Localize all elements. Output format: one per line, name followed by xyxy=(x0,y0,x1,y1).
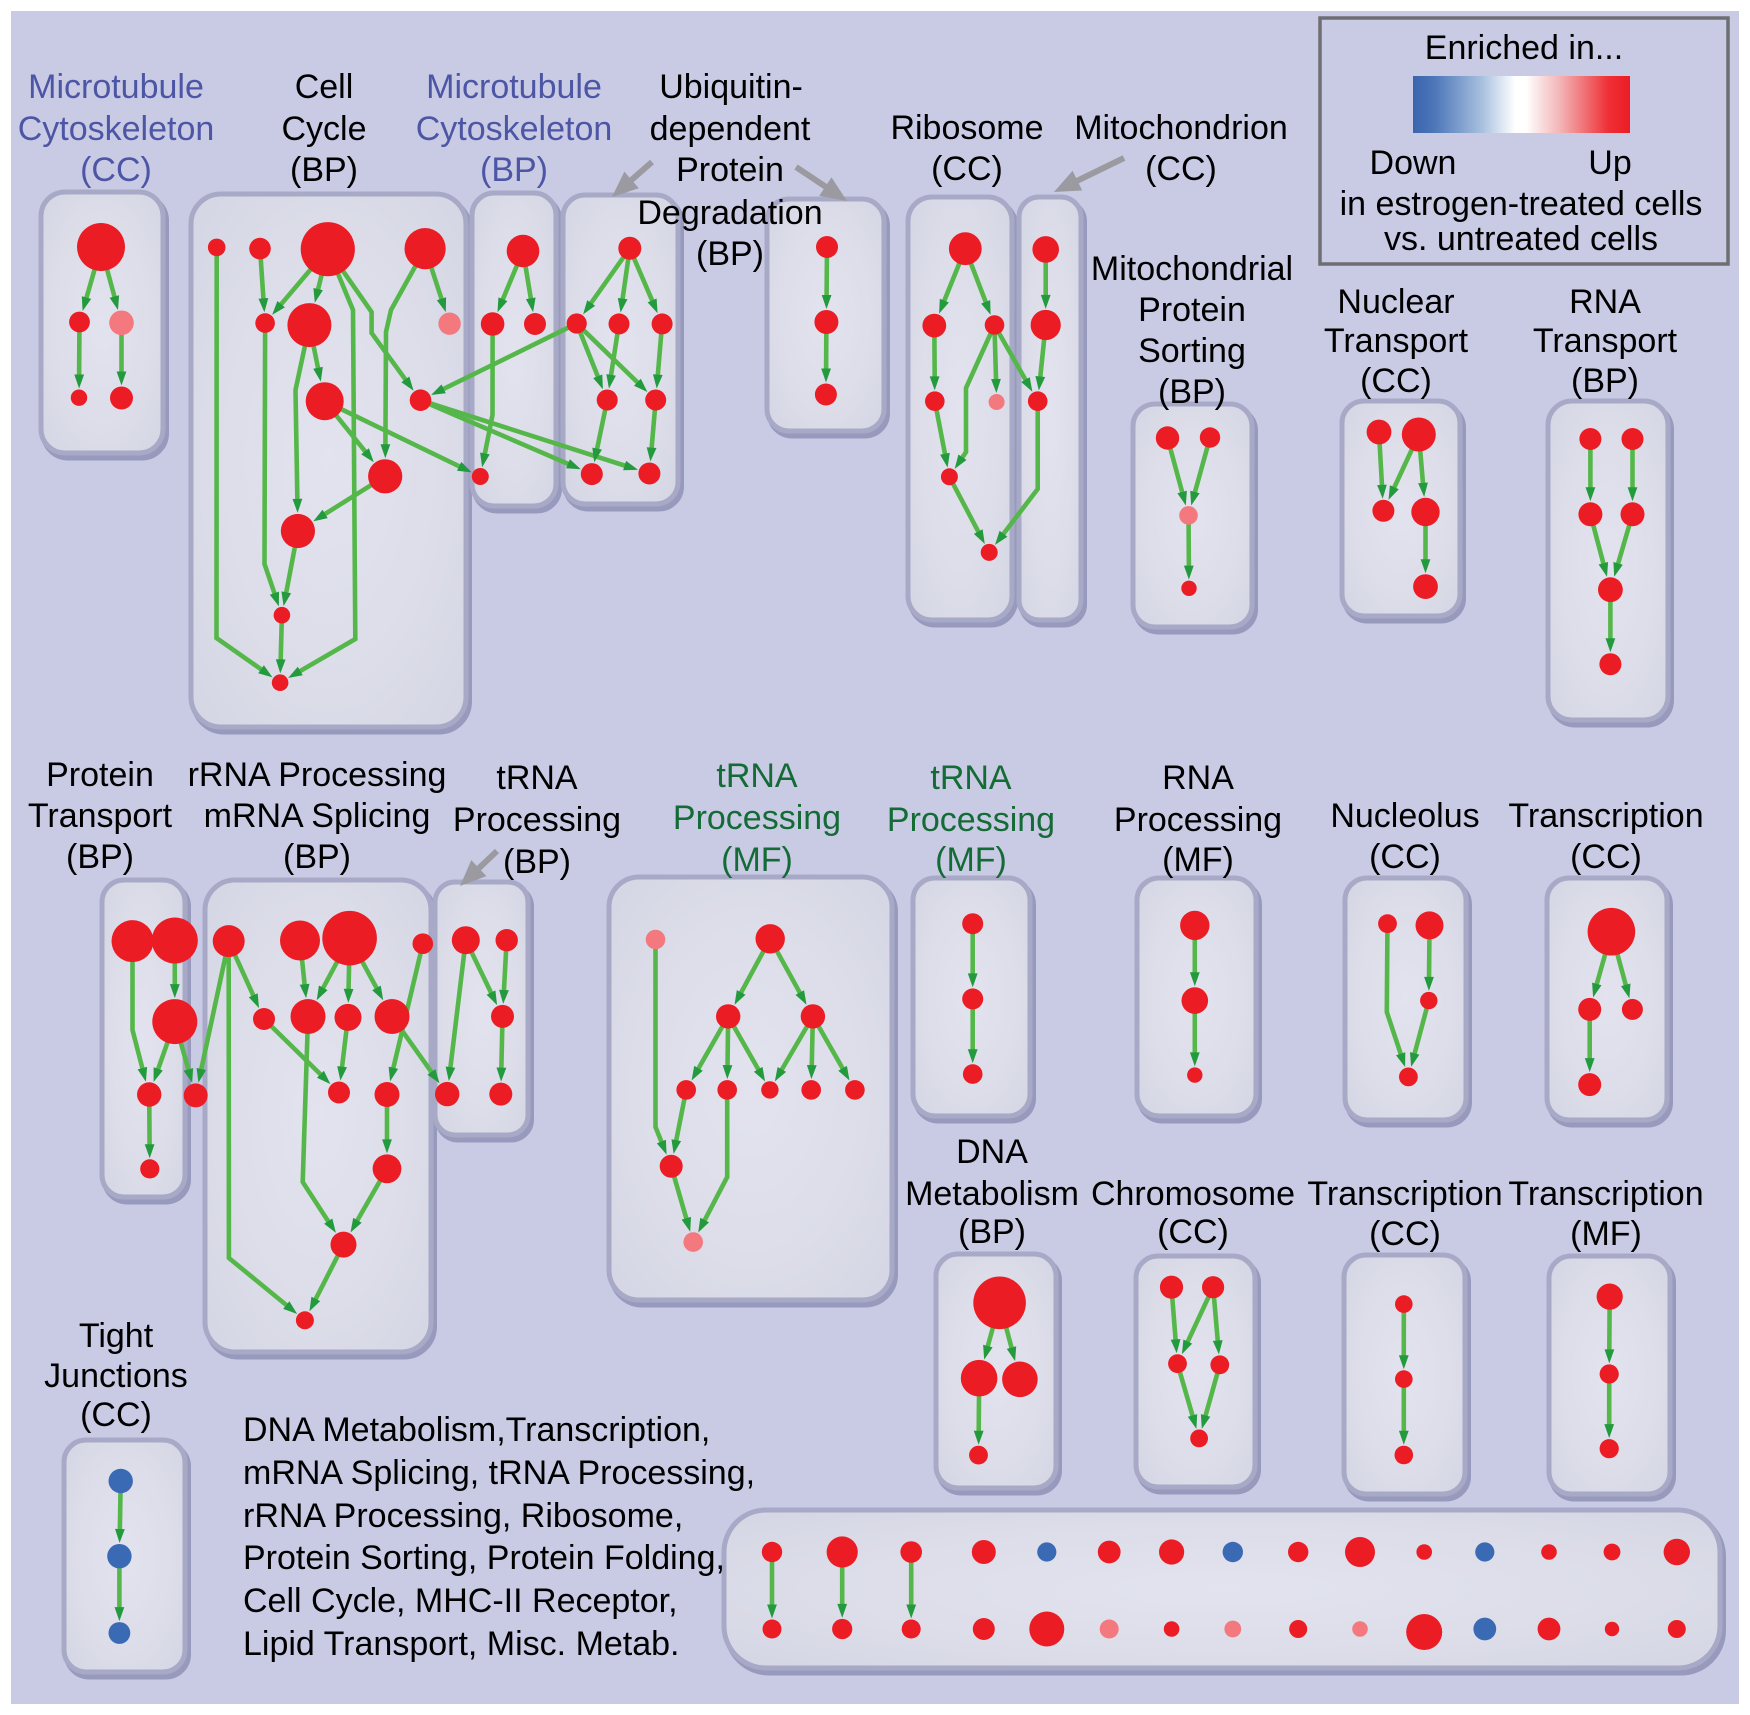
svg-text:rRNA Processing: rRNA Processing xyxy=(188,756,447,794)
svg-text:mRNA Splicing, tRNA Processing: mRNA Splicing, tRNA Processing, xyxy=(243,1454,755,1492)
svg-text:Processing: Processing xyxy=(673,799,841,837)
svg-text:(BP): (BP) xyxy=(958,1213,1026,1251)
svg-text:(CC): (CC) xyxy=(80,1396,152,1434)
svg-text:dependent: dependent xyxy=(650,110,811,148)
svg-text:Cell: Cell xyxy=(295,68,354,106)
svg-text:Processing: Processing xyxy=(887,801,1055,839)
svg-text:(BP): (BP) xyxy=(290,151,358,189)
svg-text:(CC): (CC) xyxy=(1369,838,1441,876)
svg-text:DNA: DNA xyxy=(956,1133,1028,1171)
svg-text:Up: Up xyxy=(1588,144,1631,182)
svg-text:Mitochondrial: Mitochondrial xyxy=(1091,250,1293,288)
svg-text:DNA Metabolism,Transcription,: DNA Metabolism,Transcription, xyxy=(243,1411,710,1449)
svg-text:(MF): (MF) xyxy=(1570,1215,1642,1253)
svg-text:Transport: Transport xyxy=(1324,322,1469,360)
svg-text:Mitochondrion: Mitochondrion xyxy=(1074,109,1288,147)
svg-text:Junctions: Junctions xyxy=(44,1357,188,1395)
svg-text:Cytoskeleton: Cytoskeleton xyxy=(416,110,613,148)
svg-text:(BP): (BP) xyxy=(1571,362,1639,400)
svg-text:Transcription: Transcription xyxy=(1508,1175,1703,1213)
svg-text:Lipid Transport, Misc. Metab.: Lipid Transport, Misc. Metab. xyxy=(243,1625,680,1663)
svg-text:Protein: Protein xyxy=(46,756,154,794)
svg-text:(CC): (CC) xyxy=(931,150,1003,188)
svg-text:(BP): (BP) xyxy=(66,838,134,876)
svg-text:Tight: Tight xyxy=(79,1317,154,1355)
svg-text:mRNA Splicing: mRNA Splicing xyxy=(204,797,431,835)
svg-text:Sorting: Sorting xyxy=(1138,332,1246,370)
svg-text:(CC): (CC) xyxy=(1360,362,1432,400)
svg-text:Cytoskeleton: Cytoskeleton xyxy=(18,110,215,148)
svg-text:Chromosome: Chromosome xyxy=(1091,1175,1295,1213)
svg-text:Protein: Protein xyxy=(676,151,784,189)
svg-text:(CC): (CC) xyxy=(1157,1213,1229,1251)
svg-text:tRNA: tRNA xyxy=(496,759,578,797)
svg-text:Transcription: Transcription xyxy=(1307,1175,1502,1213)
svg-text:(BP): (BP) xyxy=(696,235,764,273)
svg-text:(BP): (BP) xyxy=(1158,373,1226,411)
svg-text:(CC): (CC) xyxy=(80,151,152,189)
svg-text:Transport: Transport xyxy=(28,797,173,835)
svg-text:Nuclear: Nuclear xyxy=(1337,283,1454,321)
svg-text:Processing: Processing xyxy=(453,801,621,839)
svg-text:RNA: RNA xyxy=(1569,283,1641,321)
svg-text:Ribosome: Ribosome xyxy=(890,109,1043,147)
svg-text:Metabolism: Metabolism xyxy=(905,1175,1079,1213)
svg-text:Transport: Transport xyxy=(1533,322,1678,360)
svg-text:(CC): (CC) xyxy=(1369,1215,1441,1253)
svg-text:Transcription: Transcription xyxy=(1508,797,1703,835)
svg-text:Microtubule: Microtubule xyxy=(426,68,602,106)
svg-text:Microtubule: Microtubule xyxy=(28,68,204,106)
svg-text:in estrogen-treated cells: in estrogen-treated cells xyxy=(1340,185,1703,223)
svg-text:Protein: Protein xyxy=(1138,291,1246,329)
svg-text:rRNA Processing, Ribosome,: rRNA Processing, Ribosome, xyxy=(243,1497,683,1535)
svg-text:(BP): (BP) xyxy=(503,843,571,881)
svg-text:Cell Cycle, MHC-II Receptor,: Cell Cycle, MHC-II Receptor, xyxy=(243,1582,678,1620)
svg-text:tRNA: tRNA xyxy=(930,759,1012,797)
svg-text:(CC): (CC) xyxy=(1145,150,1217,188)
svg-text:Protein Sorting, Protein Foldi: Protein Sorting, Protein Folding, xyxy=(243,1539,725,1577)
svg-text:(BP): (BP) xyxy=(283,838,351,876)
svg-text:(MF): (MF) xyxy=(935,841,1007,879)
svg-text:tRNA: tRNA xyxy=(716,757,798,795)
svg-text:Enriched in...: Enriched in... xyxy=(1425,29,1623,67)
svg-text:Degradation: Degradation xyxy=(637,194,822,232)
svg-text:(BP): (BP) xyxy=(480,151,548,189)
svg-text:Processing: Processing xyxy=(1114,801,1282,839)
svg-text:(MF): (MF) xyxy=(1162,841,1234,879)
svg-text:RNA: RNA xyxy=(1162,759,1234,797)
svg-text:Cycle: Cycle xyxy=(281,110,366,148)
svg-text:(CC): (CC) xyxy=(1570,838,1642,876)
svg-text:vs. untreated cells: vs. untreated cells xyxy=(1384,220,1658,258)
svg-text:Down: Down xyxy=(1370,144,1457,182)
svg-text:Nucleolus: Nucleolus xyxy=(1330,797,1479,835)
svg-text:(MF): (MF) xyxy=(721,841,793,879)
svg-text:Ubiquitin-: Ubiquitin- xyxy=(659,68,803,106)
